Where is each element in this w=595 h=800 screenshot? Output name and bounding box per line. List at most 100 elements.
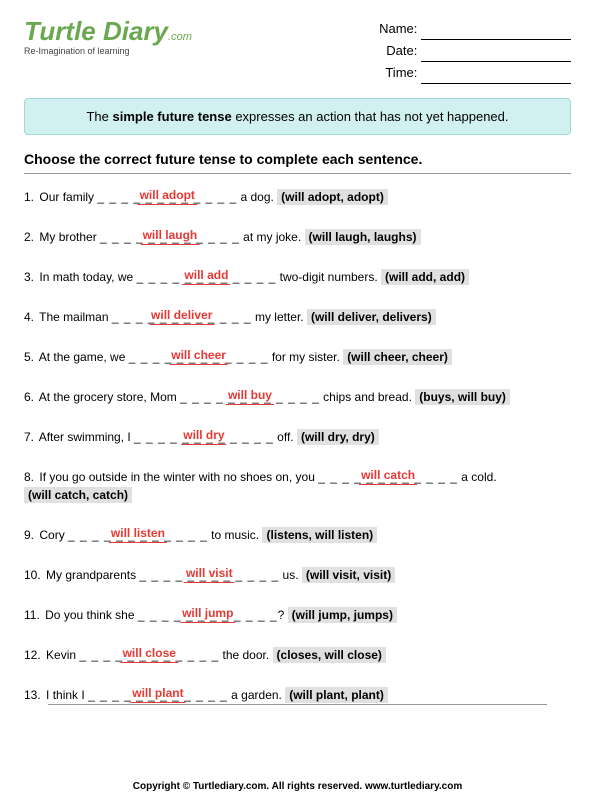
answer-text: will buy bbox=[226, 386, 274, 405]
question-row: 8. If you go outside in the winter with … bbox=[24, 468, 571, 504]
answer-text: will add bbox=[182, 266, 230, 285]
question-row: 5. At the game, we _ _ _ _ _ _ _ _ _ _ _… bbox=[24, 348, 571, 366]
questions-list: 1. Our family _ _ _ _ _ _ _ _ _ _ _ _wil… bbox=[24, 188, 571, 704]
question-number: 12. bbox=[24, 648, 41, 662]
answer-options: (will cheer, cheer) bbox=[343, 349, 452, 365]
answer-text: will laugh bbox=[141, 226, 200, 245]
date-label: Date: bbox=[386, 43, 417, 58]
answer-blank[interactable]: _ _ _ _ _ _ _ _ _ _ _ _will laugh bbox=[100, 228, 240, 246]
info-bold: simple future tense bbox=[113, 109, 232, 124]
divider bbox=[24, 173, 571, 174]
answer-options: (will catch, catch) bbox=[24, 487, 132, 503]
question-post-text: a garden. bbox=[228, 688, 285, 702]
question-number: 2. bbox=[24, 230, 34, 244]
question-row: 9. Cory _ _ _ _ _ _ _ _ _ _ _ _will list… bbox=[24, 526, 571, 544]
answer-blank[interactable]: _ _ _ _ _ _ _ _ _ _ _ _will dry bbox=[134, 428, 274, 446]
question-post-text: to music. bbox=[208, 528, 263, 542]
question-pre-text: Kevin bbox=[46, 648, 79, 662]
answer-text: will dry bbox=[181, 426, 226, 445]
info-post: expresses an action that has not yet hap… bbox=[232, 109, 509, 124]
name-label: Name: bbox=[379, 21, 417, 36]
question-post-text: ? bbox=[278, 608, 288, 622]
question-post-text: chips and bread. bbox=[320, 390, 415, 404]
question-row: 11. Do you think she _ _ _ _ _ _ _ _ _ _… bbox=[24, 606, 571, 624]
question-pre-text: After swimming, I bbox=[39, 430, 134, 444]
answer-text: will listen bbox=[109, 524, 167, 543]
question-pre-text: At the game, we bbox=[39, 350, 129, 364]
answer-text: will plant bbox=[130, 684, 185, 703]
answer-options: (will deliver, delivers) bbox=[307, 309, 436, 325]
question-pre-text: I think I bbox=[46, 688, 88, 702]
answer-options: (will laugh, laughs) bbox=[305, 229, 421, 245]
answer-blank[interactable]: _ _ _ _ _ _ _ _ _ _ _ _will close bbox=[79, 646, 219, 664]
question-number: 5. bbox=[24, 350, 34, 364]
question-pre-text: In math today, we bbox=[39, 270, 136, 284]
question-number: 1. bbox=[24, 190, 34, 204]
answer-blank[interactable]: _ _ _ _ _ _ _ _ _ _ _ _will catch bbox=[318, 468, 458, 486]
question-post-text: my letter. bbox=[252, 310, 307, 324]
question-row: 13. I think I _ _ _ _ _ _ _ _ _ _ _ _wil… bbox=[24, 686, 571, 704]
question-number: 4. bbox=[24, 310, 34, 324]
instructions: Choose the correct future tense to compl… bbox=[24, 151, 571, 167]
answer-options: (closes, will close) bbox=[273, 647, 386, 663]
answer-blank[interactable]: _ _ _ _ _ _ _ _ _ _ _ _will buy bbox=[180, 388, 320, 406]
question-pre-text: My brother bbox=[39, 230, 100, 244]
answer-text: will cheer bbox=[169, 346, 228, 365]
answer-options: (buys, will buy) bbox=[415, 389, 510, 405]
question-number: 3. bbox=[24, 270, 34, 284]
question-post-text: the door. bbox=[219, 648, 272, 662]
question-number: 7. bbox=[24, 430, 34, 444]
info-pre: The bbox=[86, 109, 112, 124]
question-number: 8. bbox=[24, 470, 34, 484]
question-row: 4. The mailman _ _ _ _ _ _ _ _ _ _ _ _wi… bbox=[24, 308, 571, 326]
question-row: 2. My brother _ _ _ _ _ _ _ _ _ _ _ _wil… bbox=[24, 228, 571, 246]
logo: Turtle Diary.com Re-Imagination of learn… bbox=[24, 18, 192, 56]
question-pre-text: Our family bbox=[39, 190, 97, 204]
answer-blank[interactable]: _ _ _ _ _ _ _ _ _ _ _ _will plant bbox=[88, 686, 228, 704]
answer-options: (will dry, dry) bbox=[297, 429, 379, 445]
question-row: 6. At the grocery store, Mom _ _ _ _ _ _… bbox=[24, 388, 571, 406]
answer-text: will close bbox=[121, 644, 178, 663]
answer-blank[interactable]: _ _ _ _ _ _ _ _ _ _ _ _will add bbox=[137, 268, 277, 286]
footer-rule bbox=[48, 704, 547, 705]
question-post-text: for my sister. bbox=[269, 350, 344, 364]
answer-options: (listens, will listen) bbox=[262, 527, 377, 543]
question-pre-text: My grandparents bbox=[46, 568, 139, 582]
answer-text: will deliver bbox=[149, 306, 214, 325]
footer: Copyright © Turtlediary.com. All rights … bbox=[0, 781, 595, 792]
question-row: 10. My grandparents _ _ _ _ _ _ _ _ _ _ … bbox=[24, 566, 571, 584]
question-post-text: two-digit numbers. bbox=[276, 270, 381, 284]
question-post-text: us. bbox=[279, 568, 302, 582]
question-pre-text: If you go outside in the winter with no … bbox=[39, 470, 318, 484]
question-number: 10. bbox=[24, 568, 41, 582]
answer-options: (will plant, plant) bbox=[285, 687, 388, 703]
worksheet-header: Turtle Diary.com Re-Imagination of learn… bbox=[24, 18, 571, 84]
question-pre-text: At the grocery store, Mom bbox=[39, 390, 180, 404]
answer-blank[interactable]: _ _ _ _ _ _ _ _ _ _ _ _will visit bbox=[139, 566, 279, 584]
answer-text: will adopt bbox=[138, 186, 197, 205]
answer-text: will visit bbox=[184, 564, 235, 583]
logo-text: Turtle Diary bbox=[24, 16, 168, 46]
answer-blank[interactable]: _ _ _ _ _ _ _ _ _ _ _ _will cheer bbox=[129, 348, 269, 366]
question-row: 12. Kevin _ _ _ _ _ _ _ _ _ _ _ _will cl… bbox=[24, 646, 571, 664]
logo-tagline: Re-Imagination of learning bbox=[24, 46, 192, 56]
answer-options: (will add, add) bbox=[381, 269, 469, 285]
meta-fields: Name: Date: Time: bbox=[379, 18, 571, 84]
question-row: 3. In math today, we _ _ _ _ _ _ _ _ _ _… bbox=[24, 268, 571, 286]
question-pre-text: The mailman bbox=[39, 310, 112, 324]
answer-blank[interactable]: _ _ _ _ _ _ _ _ _ _ _ _will deliver bbox=[112, 308, 252, 326]
answer-options: (will adopt, adopt) bbox=[277, 189, 388, 205]
info-box: The simple future tense expresses an act… bbox=[24, 98, 571, 135]
answer-text: will jump bbox=[180, 604, 235, 623]
answer-blank[interactable]: _ _ _ _ _ _ _ _ _ _ _ _will jump bbox=[138, 606, 278, 624]
question-row: 1. Our family _ _ _ _ _ _ _ _ _ _ _ _wil… bbox=[24, 188, 571, 206]
question-pre-text: Cory bbox=[39, 528, 68, 542]
answer-options: (will visit, visit) bbox=[302, 567, 395, 583]
time-label: Time: bbox=[385, 65, 417, 80]
question-row: 7. After swimming, I _ _ _ _ _ _ _ _ _ _… bbox=[24, 428, 571, 446]
question-number: 13. bbox=[24, 688, 41, 702]
time-field[interactable] bbox=[421, 83, 571, 84]
answer-blank[interactable]: _ _ _ _ _ _ _ _ _ _ _ _will listen bbox=[68, 526, 208, 544]
answer-text: will catch bbox=[359, 466, 417, 485]
answer-blank[interactable]: _ _ _ _ _ _ _ _ _ _ _ _will adopt bbox=[97, 188, 237, 206]
